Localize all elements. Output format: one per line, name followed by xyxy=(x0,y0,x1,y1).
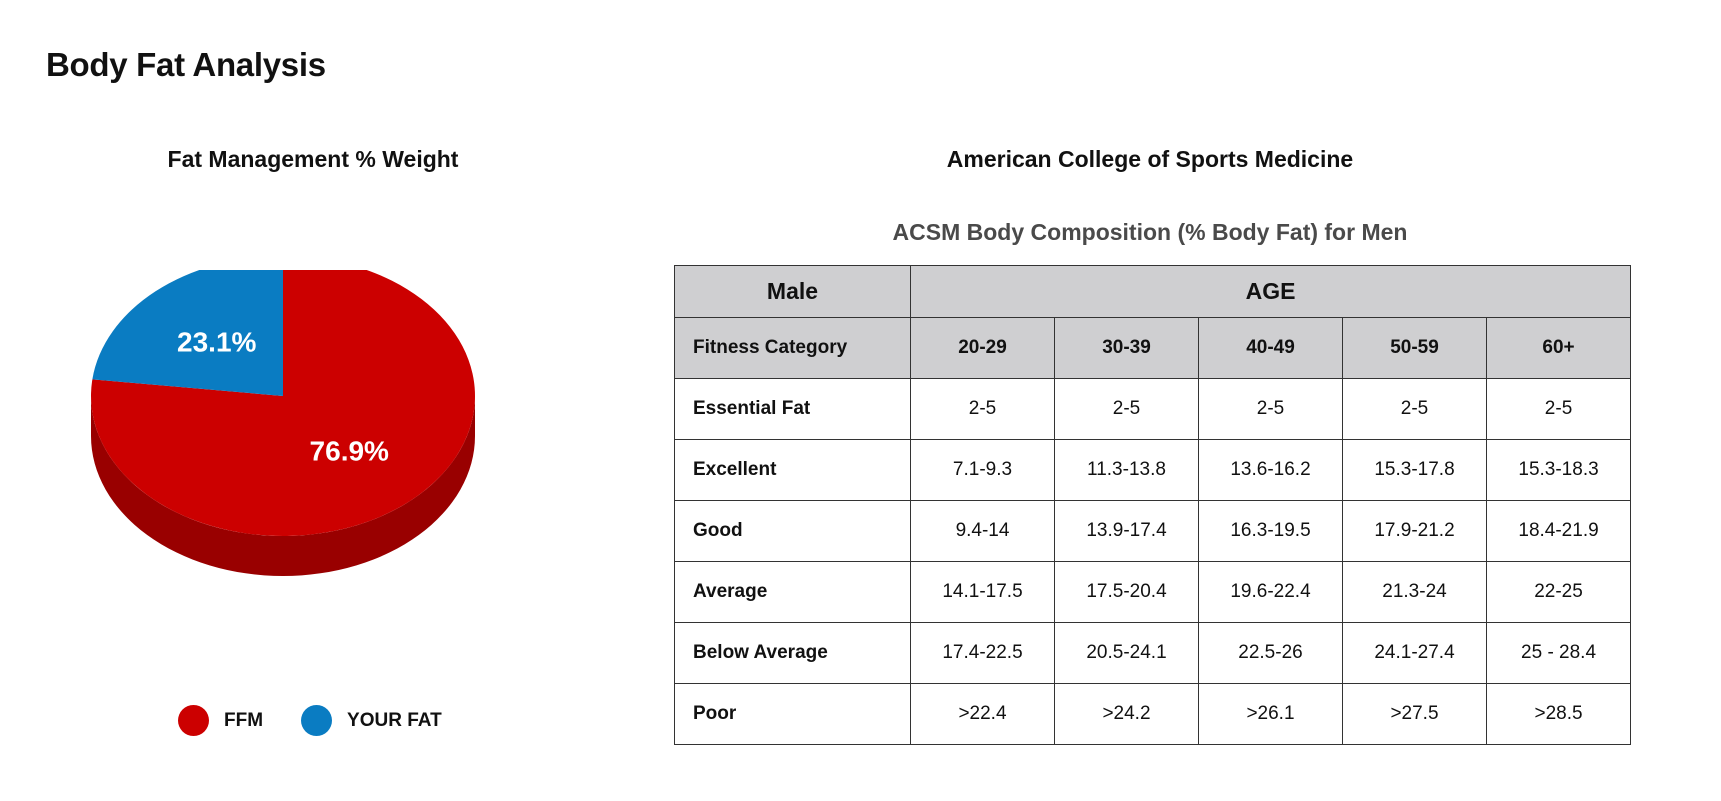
pie-slice-ffm xyxy=(90,270,475,536)
row-category-cell: Average xyxy=(674,561,911,623)
pie-chart: 76.9% 23.1% xyxy=(90,270,540,650)
table-cell: 16.3-19.5 xyxy=(1198,500,1343,562)
table-cell: 15.3-17.8 xyxy=(1342,439,1487,501)
table-cell: 21.3-24 xyxy=(1342,561,1487,623)
column-header: 50-59 xyxy=(1342,317,1487,379)
row-category-cell: Below Average xyxy=(674,622,911,684)
legend-label-ffm: FFM xyxy=(224,709,264,731)
table-row: Below Average 17.4-22.5 20.5-24.1 22.5-26 24… xyxy=(674,622,1632,684)
table-cell: >22.4 xyxy=(910,683,1055,745)
table-row: Essential Fat 2-5 2-5 2-5 2-5 2-5 xyxy=(674,378,1632,440)
table-cell: 25 - 28.4 xyxy=(1485,622,1632,684)
table-row: Poor >22.4 >24.2 >26.1 >27.5 >28.5 xyxy=(674,683,1632,745)
row-category-cell: Good xyxy=(674,500,911,562)
legend-label-your-fat: YOUR FAT xyxy=(347,709,442,731)
pie-data-label: 76.9% xyxy=(310,435,389,466)
table-cell: 14.1-17.5 xyxy=(910,561,1055,623)
pie-slice-your-fat xyxy=(92,270,283,396)
table-cell: 2-5 xyxy=(1485,378,1632,440)
pie-chart-svg: 76.9% 23.1% xyxy=(90,270,475,576)
table-cell: 20.5-24.1 xyxy=(1054,622,1199,684)
pie-data-label: 23.1% xyxy=(177,327,256,358)
table-cell: 17.9-21.2 xyxy=(1342,500,1487,562)
table-row: Excellent 7.1-9.3 11.3-13.8 13.6-16.2 15.3-1… xyxy=(674,439,1632,501)
acsm-table-title: ACSM Body Composition (% Body Fat) for M… xyxy=(892,219,1408,245)
table-cell: 9.4-14 xyxy=(910,500,1055,562)
row-category-cell: Excellent xyxy=(674,439,911,501)
table-cell: 18.4-21.9 xyxy=(1485,500,1632,562)
row-category-cell: Poor xyxy=(674,683,911,745)
acsm-body-composition-table: Male AGE Fitness Category 20-29 30-39 40… xyxy=(674,265,1632,745)
table-cell: 15.3-18.3 xyxy=(1485,439,1632,501)
table-column-header-row: Fitness Category 20-29 30-39 40-49 50-59… xyxy=(674,317,1632,379)
header-age: AGE xyxy=(909,265,1632,318)
table-cell: 13.6-16.2 xyxy=(1198,439,1343,501)
table-body: Essential Fat 2-5 2-5 2-5 2-5 2-5 Excellent 7.1… xyxy=(674,378,1632,745)
column-header: 30-39 xyxy=(1054,317,1199,379)
table-cell: >26.1 xyxy=(1198,683,1343,745)
pie-chart-title: Fat Management % Weight xyxy=(167,146,459,172)
pie-legend: FFM YOUR FAT xyxy=(178,705,480,736)
table-cell: 24.1-27.4 xyxy=(1342,622,1487,684)
table-row: Good 9.4-14 13.9-17.4 16.3-19.5 17.9-21.2 18.… xyxy=(674,500,1632,562)
legend-item-your-fat: YOUR FAT xyxy=(301,705,442,736)
legend-swatch-ffm xyxy=(178,705,209,736)
table-cell: 19.6-22.4 xyxy=(1198,561,1343,623)
table-cell: 11.3-13.8 xyxy=(1054,439,1199,501)
table-header-group-row: Male AGE xyxy=(674,265,1632,318)
table-cell: 2-5 xyxy=(1198,378,1343,440)
column-header: 20-29 xyxy=(910,317,1055,379)
table-cell: 7.1-9.3 xyxy=(910,439,1055,501)
legend-item-ffm: FFM xyxy=(178,705,263,736)
table-cell: 22-25 xyxy=(1485,561,1632,623)
acsm-heading: American College of Sports Medicine xyxy=(946,146,1354,172)
table-cell: 13.9-17.4 xyxy=(1054,500,1199,562)
table-row: Average 14.1-17.5 17.5-20.4 19.6-22.4 21.3-2… xyxy=(674,561,1632,623)
legend-swatch-your-fat xyxy=(301,705,333,736)
pie-side-ffm xyxy=(91,396,475,576)
table-cell: 2-5 xyxy=(910,378,1055,440)
column-header: Fitness Category xyxy=(674,317,911,379)
table-cell: 2-5 xyxy=(1342,378,1487,440)
table-cell: 17.4-22.5 xyxy=(910,622,1055,684)
table-cell: >24.2 xyxy=(1054,683,1199,745)
table-cell: 2-5 xyxy=(1054,378,1199,440)
column-header: 40-49 xyxy=(1198,317,1343,379)
table-cell: 22.5-26 xyxy=(1198,622,1343,684)
page-title: Body Fat Analysis xyxy=(46,46,326,83)
column-header: 60+ xyxy=(1485,317,1632,379)
table-cell: >28.5 xyxy=(1485,683,1632,745)
header-male: Male xyxy=(674,265,911,318)
table-cell: 17.5-20.4 xyxy=(1054,561,1199,623)
row-category-cell: Essential Fat xyxy=(674,378,911,440)
table-cell: >27.5 xyxy=(1342,683,1487,745)
